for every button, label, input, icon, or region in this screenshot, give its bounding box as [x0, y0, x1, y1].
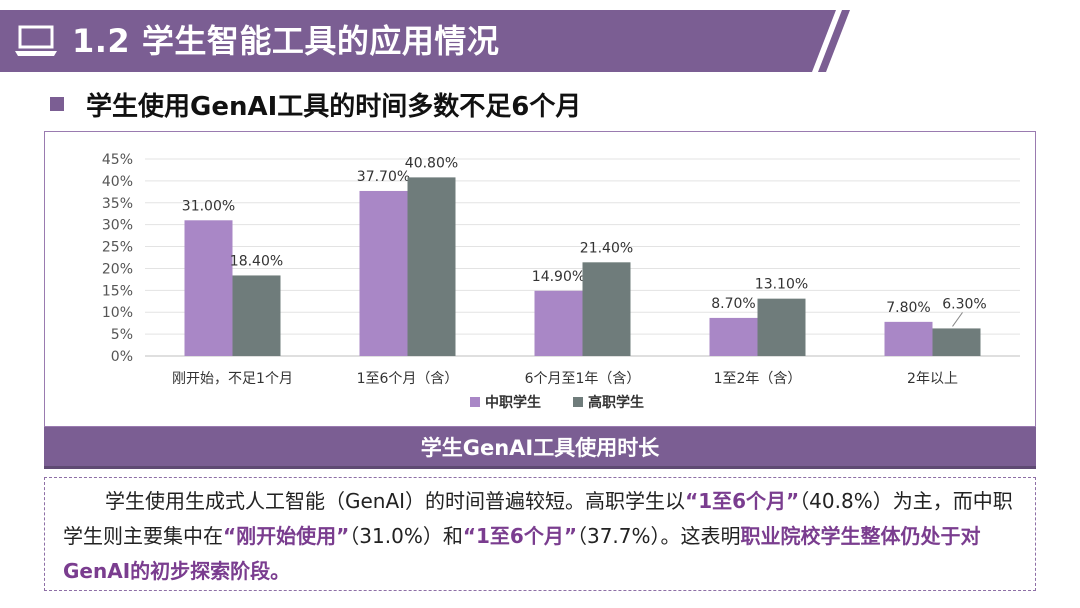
x-category-label: 2年以上	[907, 371, 958, 387]
bar	[757, 298, 806, 356]
desc-highlight-3: “1至6个月”	[462, 524, 577, 548]
bar	[709, 317, 758, 356]
y-tick-label: 40%	[102, 174, 133, 190]
y-tick-label: 20%	[102, 261, 133, 277]
y-tick-label: 45%	[102, 152, 133, 168]
desc-highlight-1: “1至6个月”	[685, 489, 800, 513]
data-label: 21.40%	[580, 240, 633, 256]
subtitle-text: 学生使用GenAI工具的时间多数不足6个月	[86, 91, 582, 122]
description-box: 学生使用生成式人工智能（GenAI）的时间普遍较短。高职学生以“1至6个月”（4…	[44, 477, 1036, 591]
y-tick-label: 15%	[102, 283, 133, 299]
y-tick-label: 10%	[102, 305, 133, 321]
header-banner-shape	[0, 10, 850, 72]
data-label: 37.70%	[357, 169, 410, 185]
x-category-label: 刚开始，不足1个月	[172, 371, 293, 387]
bar	[232, 275, 281, 356]
desc-highlight-2: “刚开始使用”	[223, 524, 350, 548]
y-tick-label: 30%	[102, 218, 133, 234]
bar	[359, 190, 408, 356]
data-label: 14.90%	[532, 269, 585, 285]
x-category-label: 6个月至1年（含）	[525, 371, 641, 387]
bar	[884, 321, 933, 356]
bar	[407, 177, 456, 356]
bar-chart: 0% 5% 10% 15% 20% 25% 30% 35% 40% 45% 刚开始，不足1个月 31.…	[102, 152, 1020, 411]
label-leader-line	[952, 312, 963, 327]
legend-label: 高职学生	[588, 394, 644, 411]
y-tick-label: 0%	[111, 349, 133, 365]
y-tick-label: 5%	[111, 327, 133, 343]
section-subtitle: 学生使用GenAI工具的时间多数不足6个月	[50, 86, 581, 122]
bar	[534, 290, 583, 356]
data-label: 7.80%	[886, 300, 930, 316]
square-bullet-icon	[50, 97, 64, 111]
desc-text-3: （31.0%）和	[349, 524, 463, 548]
data-label: 40.80%	[405, 155, 458, 171]
bar	[932, 328, 981, 356]
laptop-icon	[15, 25, 57, 56]
header-banner: 1.2 学生智能工具的应用情况	[0, 10, 850, 72]
data-label: 13.10%	[755, 277, 808, 293]
data-label: 6.30%	[942, 296, 986, 312]
data-label: 18.40%	[230, 253, 283, 269]
desc-text-2: （40.8%）为主，而中职学生则主要集中在	[63, 489, 1013, 548]
bar	[582, 262, 631, 356]
legend-swatch	[470, 397, 480, 407]
y-tick-label: 35%	[102, 196, 133, 212]
desc-text-4: （37.7%）。这表明	[576, 524, 741, 548]
data-label: 31.00%	[182, 198, 235, 214]
legend-label: 中职学生	[485, 394, 541, 411]
legend-swatch	[573, 397, 583, 407]
chart-container: 0% 5% 10% 15% 20% 25% 30% 35% 40% 45% 刚开始，不足1个月 31.…	[44, 131, 1036, 427]
page-title: 1.2 学生智能工具的应用情况	[72, 22, 500, 60]
y-tick-label: 25%	[102, 240, 133, 256]
x-category-label: 1至6个月（含）	[357, 371, 459, 387]
x-category-label: 1至2年（含）	[714, 371, 802, 387]
bar	[184, 220, 233, 356]
desc-highlight-4: 职业院校学生整体仍处于对GenAI的初步探索阶段。	[63, 524, 981, 583]
desc-text-1: 学生使用生成式人工智能（GenAI）的时间普遍较短。高职学生以	[105, 489, 686, 513]
data-label: 8.70%	[711, 296, 755, 312]
chart-caption: 学生GenAI工具使用时长	[44, 427, 1036, 469]
